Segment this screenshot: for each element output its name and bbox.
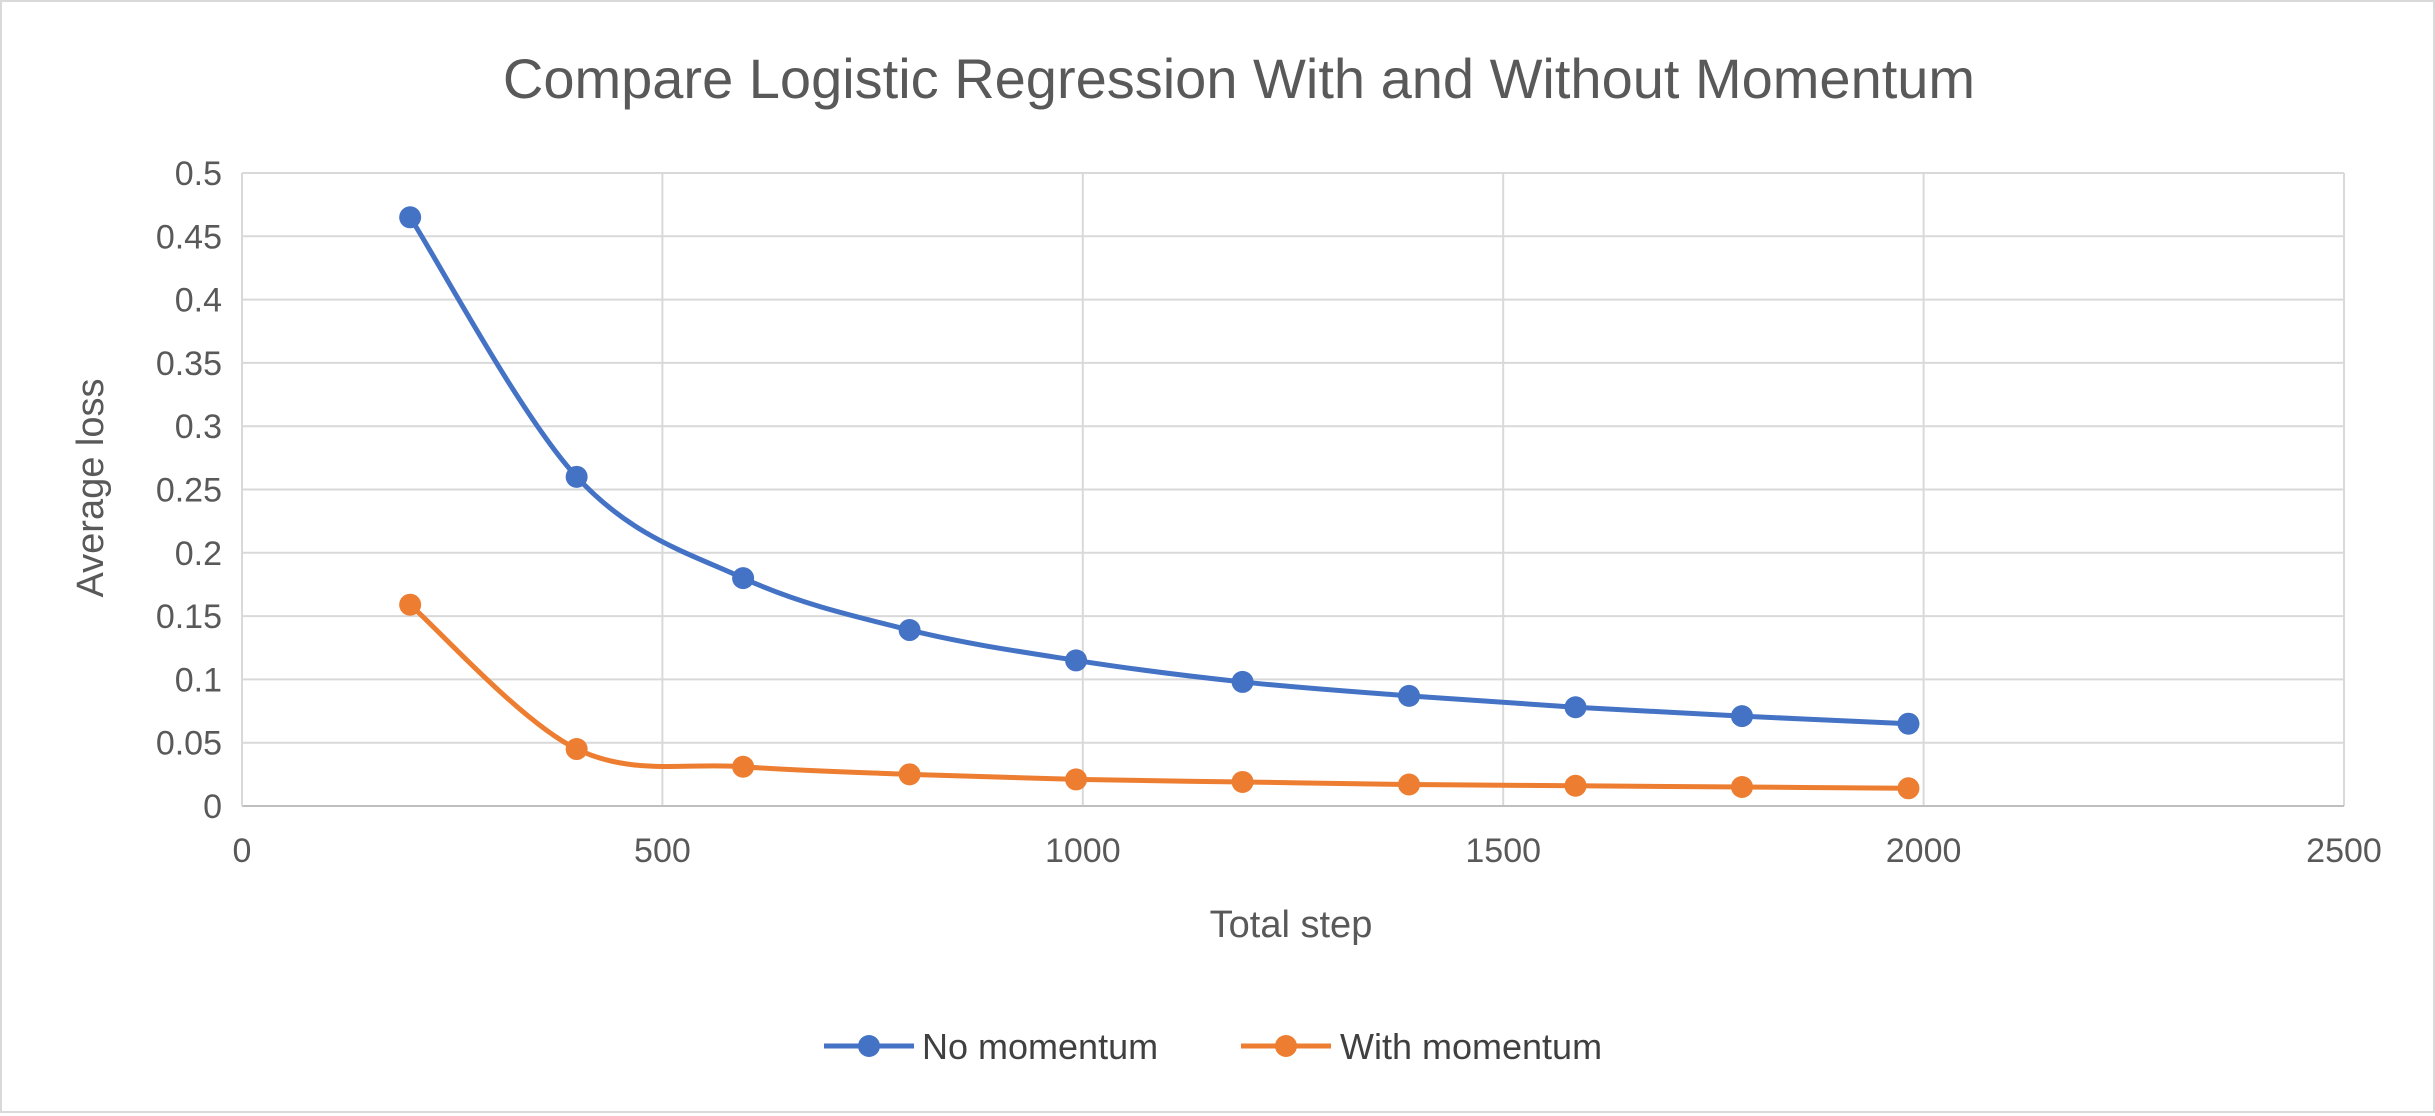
x-tick-label: 0	[233, 832, 252, 870]
data-point	[732, 567, 755, 590]
legend: No momentum With momentum	[824, 1026, 1602, 1067]
legend-swatch-marker	[1275, 1035, 1297, 1057]
series-line	[407, 602, 1911, 791]
gridlines	[242, 172, 2345, 806]
series-2	[399, 593, 1920, 800]
x-tick-labels: 0 500 1000 1500 2000 2500	[233, 832, 2382, 870]
data-point	[1231, 670, 1254, 693]
y-tick-label: 0.5	[175, 155, 222, 193]
y-tick-labels: 0 0.05 0.1 0.15 0.2 0.25 0.3 0.35 0.4 0.45 0.5	[156, 155, 222, 826]
data-point	[1564, 696, 1587, 719]
data-point	[1231, 770, 1254, 793]
data-point	[1065, 768, 1088, 791]
x-tick-label: 2500	[2306, 832, 2382, 870]
data-point	[1398, 684, 1421, 707]
data-point	[399, 593, 422, 616]
x-tick-label: 2000	[1886, 832, 1962, 870]
y-tick-label: 0.3	[175, 408, 222, 446]
x-tick-label: 1000	[1045, 832, 1121, 870]
y-tick-label: 0.2	[175, 535, 222, 573]
data-point	[1897, 712, 1920, 735]
data-point	[1065, 649, 1088, 672]
data-point	[898, 619, 921, 642]
data-point	[1564, 774, 1587, 797]
y-tick-label: 0.4	[175, 282, 222, 320]
data-point	[732, 755, 755, 778]
data-point	[1897, 777, 1920, 800]
data-point	[565, 738, 588, 761]
data-point	[1730, 705, 1753, 728]
y-tick-label: 0.35	[156, 345, 222, 383]
data-point	[1730, 776, 1753, 799]
series-1	[399, 206, 1920, 735]
y-tick-label: 0.15	[156, 598, 222, 636]
x-tick-label: 1500	[1465, 832, 1541, 870]
data-point	[1398, 773, 1421, 796]
x-tick-label: 500	[634, 832, 691, 870]
series	[399, 206, 1920, 800]
y-tick-label: 0.25	[156, 472, 222, 510]
y-tick-label: 0.45	[156, 218, 222, 256]
data-point	[399, 206, 422, 229]
y-tick-label: 0.1	[175, 661, 222, 699]
data-point	[898, 763, 921, 786]
x-axis-label: Total step	[1210, 904, 1373, 946]
legend-label: With momentum	[1340, 1026, 1602, 1067]
data-point	[565, 465, 588, 488]
legend-item: No momentum	[824, 1026, 1158, 1067]
axes	[241, 173, 2344, 807]
y-axis-label: Average loss	[70, 379, 112, 598]
series-line	[407, 214, 1911, 727]
legend-swatch-marker	[858, 1035, 880, 1057]
y-tick-label: 0.05	[156, 725, 222, 763]
legend-label: No momentum	[922, 1026, 1158, 1067]
legend-item: With momentum	[1241, 1026, 1602, 1067]
chart-title: Compare Logistic Regression With and Wit…	[503, 47, 1975, 110]
y-tick-label: 0	[203, 788, 222, 826]
